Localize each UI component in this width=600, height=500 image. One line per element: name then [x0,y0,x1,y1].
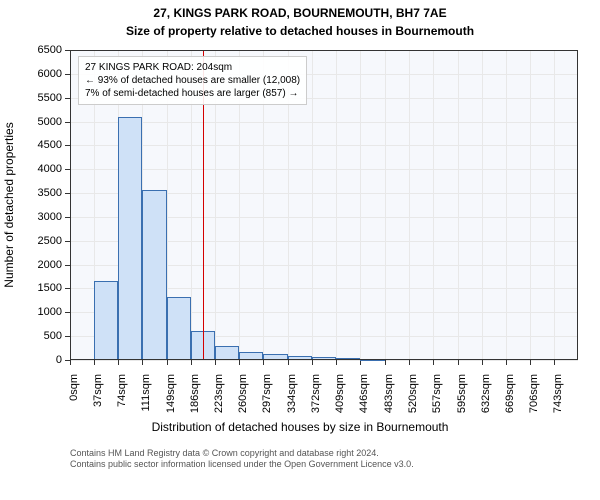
annotation-line-3: 7% of semi-detached houses are larger (8… [85,87,300,100]
xtick-mark [70,360,71,365]
ytick-label: 2000 [0,259,62,271]
grid-line-x [385,50,386,360]
grid-line-y [70,50,578,51]
grid-line-y [70,360,578,361]
histogram-bar [263,354,287,360]
grid-line-x [458,50,459,360]
title-line-1: 27, KINGS PARK ROAD, BOURNEMOUTH, BH7 7A… [0,6,600,20]
ytick-label: 1500 [0,282,62,294]
xtick-label: 186sqm [189,374,201,413]
grid-line-x [530,50,531,360]
grid-line-x [336,50,337,360]
xtick-label: 37sqm [92,374,104,407]
xtick-mark [336,360,337,365]
ytick-label: 2500 [0,235,62,247]
grid-line-y [70,145,578,146]
xtick-mark [263,360,264,365]
xtick-mark [482,360,483,365]
grid-line-x [312,50,313,360]
xtick-mark [433,360,434,365]
xtick-label: 111sqm [140,374,152,412]
footer-line-2: Contains public sector information licen… [70,459,414,470]
grid-line-x [70,50,71,360]
grid-line-x [360,50,361,360]
chart-container: { "title_line1": "27, KINGS PARK ROAD, B… [0,0,600,500]
grid-line-x [554,50,555,360]
ytick-label: 3000 [0,211,62,223]
histogram-bar [142,190,167,360]
xtick-mark [142,360,143,365]
annotation-box: 27 KINGS PARK ROAD: 204sqm ← 93% of deta… [78,56,307,105]
histogram-bar [312,357,336,360]
ytick-label: 5000 [0,116,62,128]
ytick-label: 500 [0,330,62,342]
xtick-mark [118,360,119,365]
ytick-label: 4500 [0,139,62,151]
histogram-bar [336,358,360,360]
ytick-label: 4000 [0,163,62,175]
x-axis-label: Distribution of detached houses by size … [0,420,600,434]
xtick-label: 0sqm [68,374,80,401]
xtick-mark [385,360,386,365]
xtick-label: 669sqm [504,374,516,413]
grid-line-x [409,50,410,360]
xtick-label: 149sqm [165,374,177,413]
histogram-bar [167,297,191,360]
xtick-mark [506,360,507,365]
title-line-2: Size of property relative to detached ho… [0,24,600,38]
xtick-label: 372sqm [310,374,322,413]
histogram-bar [360,359,384,361]
xtick-label: 557sqm [431,374,443,413]
xtick-label: 74sqm [116,374,128,407]
xtick-mark [94,360,95,365]
xtick-label: 223sqm [213,374,225,413]
grid-line-y [70,169,578,170]
histogram-bar [288,356,313,360]
xtick-label: 632sqm [480,374,492,413]
xtick-label: 520sqm [407,374,419,413]
xtick-label: 334sqm [286,374,298,413]
xtick-mark [458,360,459,365]
xtick-label: 409sqm [334,374,346,413]
xtick-label: 595sqm [456,374,468,413]
xtick-label: 483sqm [383,374,395,413]
histogram-bar [239,352,263,360]
histogram-bar [118,117,142,360]
footer-line-1: Contains HM Land Registry data © Crown c… [70,448,414,459]
xtick-label: 706sqm [528,374,540,413]
ytick-label: 6000 [0,68,62,80]
grid-line-x [482,50,483,360]
annotation-line-2: ← 93% of detached houses are smaller (12… [85,74,300,87]
footer-attribution: Contains HM Land Registry data © Crown c… [70,448,414,471]
grid-line-y [70,122,578,123]
ytick-label: 1000 [0,306,62,318]
ytick-label: 5500 [0,92,62,104]
xtick-mark [239,360,240,365]
xtick-mark [215,360,216,365]
xtick-label: 743sqm [552,374,564,413]
xtick-mark [554,360,555,365]
annotation-line-1: 27 KINGS PARK ROAD: 204sqm [85,61,300,74]
xtick-mark [312,360,313,365]
grid-line-x [506,50,507,360]
xtick-mark [167,360,168,365]
ytick-label: 3500 [0,187,62,199]
ytick-label: 6500 [0,44,62,56]
xtick-mark [530,360,531,365]
xtick-label: 297sqm [261,374,273,413]
xtick-label: 260sqm [237,374,249,413]
xtick-mark [409,360,410,365]
xtick-mark [191,360,192,365]
grid-line-x [433,50,434,360]
xtick-label: 446sqm [358,374,370,413]
histogram-bar [215,346,239,360]
ytick-label: 0 [0,354,62,366]
histogram-bar [94,281,118,360]
xtick-mark [288,360,289,365]
